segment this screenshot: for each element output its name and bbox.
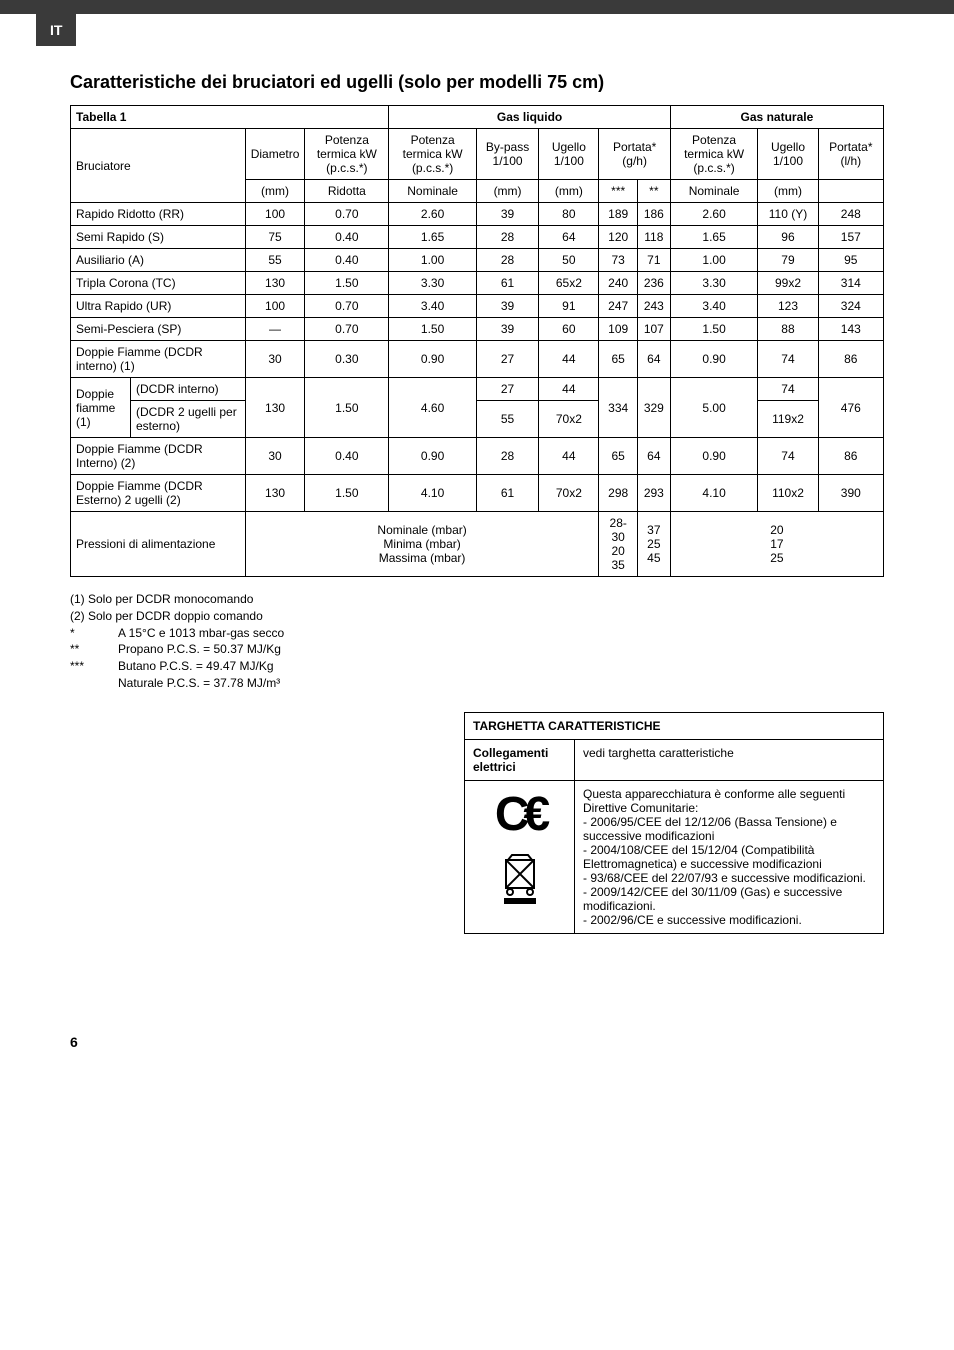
info-box: TARGHETTA CARATTERISTICHE Collegamenti e… bbox=[464, 712, 884, 934]
col-ugello-n-unit: (mm) bbox=[758, 180, 818, 203]
col-pt-rid: Potenza termica kW(p.c.s.*) bbox=[305, 129, 389, 180]
col-pt-nom-n: Potenza termica kW(p.c.s.*) bbox=[670, 129, 758, 180]
col-pt-nom-n2: Nominale bbox=[670, 180, 758, 203]
table-row: Semi Rapido (S) 750.401.6528641201181.65… bbox=[71, 226, 884, 249]
col-diametro: Diametro bbox=[245, 129, 305, 180]
col-portata-n: Portata* (l/h) bbox=[818, 129, 883, 180]
col-bypass-unit: (mm) bbox=[476, 180, 538, 203]
col-ugello-n: Ugello 1/100 bbox=[758, 129, 818, 180]
ce-mark-icon: C€ bbox=[473, 787, 566, 842]
table-row: Doppie Fiamme (DCDR Interno) (2) 300.400… bbox=[71, 438, 884, 475]
col-pt-nom: Potenza termica kW(p.c.s.*) bbox=[389, 129, 477, 180]
compliance-icons: C€ bbox=[465, 780, 575, 933]
note-2: (2) Solo per DCDR doppio comando bbox=[70, 608, 884, 625]
table-row: (DCDR 2 ugelli per esterno) 55 70x2 119x… bbox=[71, 401, 884, 438]
note-sym bbox=[70, 675, 118, 692]
info-header: TARGHETTA CARATTERISTICHE bbox=[465, 712, 884, 739]
col-diametro-unit: (mm) bbox=[245, 180, 305, 203]
table-row: Doppie fiamme (1) (DCDR interno) 130 1.5… bbox=[71, 378, 884, 401]
table-row: Ausiliario (A) 550.401.00285073711.00799… bbox=[71, 249, 884, 272]
gas-naturale-header: Gas naturale bbox=[670, 106, 883, 129]
col-pt-nom2: Nominale bbox=[389, 180, 477, 203]
note-sym: ** bbox=[70, 641, 118, 658]
col-ugello-l: Ugello 1/100 bbox=[539, 129, 599, 180]
table-row: Rapido Ridotto (RR) 1000.702.60398018918… bbox=[71, 203, 884, 226]
note-1: (1) Solo per DCDR monocomando bbox=[70, 591, 884, 608]
info-row1-label: Collegamenti elettrici bbox=[465, 739, 575, 780]
table-label: Tabella 1 bbox=[71, 106, 389, 129]
gas-liquido-header: Gas liquido bbox=[389, 106, 670, 129]
note-text: Naturale P.C.S. = 37.78 MJ/m³ bbox=[118, 675, 280, 692]
pressure-row: Pressioni di alimentazione Nominale (mba… bbox=[71, 512, 884, 577]
page-number: 6 bbox=[70, 1034, 884, 1050]
lang-tab: IT bbox=[36, 14, 76, 46]
table-row: Semi-Pesciera (SP) —0.701.5039601091071.… bbox=[71, 318, 884, 341]
note-text: Propano P.C.S. = 50.37 MJ/Kg bbox=[118, 641, 281, 658]
note-sym: * bbox=[70, 625, 118, 642]
col-bypass: By-pass 1/100 bbox=[476, 129, 538, 180]
col-portata-s2: ** bbox=[637, 180, 670, 203]
note-text: Butano P.C.S. = 49.47 MJ/Kg bbox=[118, 658, 274, 675]
col-portata-n-blank bbox=[818, 180, 883, 203]
weee-icon bbox=[498, 852, 542, 906]
col-ugello-l-unit: (mm) bbox=[539, 180, 599, 203]
compliance-text: Questa apparecchiatura è conforme alle s… bbox=[575, 780, 884, 933]
col-portata-s1: *** bbox=[599, 180, 637, 203]
burner-table: Tabella 1 Gas liquido Gas naturale Bruci… bbox=[70, 105, 884, 577]
table-row: Tripla Corona (TC) 1301.503.306165x22402… bbox=[71, 272, 884, 295]
col-bruciatore: Bruciatore bbox=[71, 129, 246, 203]
info-row1-value: vedi targhetta caratteristiche bbox=[575, 739, 884, 780]
table-row: Ultra Rapido (UR) 1000.703.4039912472433… bbox=[71, 295, 884, 318]
page-content: Caratteristiche dei bruciatori ed ugelli… bbox=[0, 46, 954, 1080]
top-bar bbox=[0, 0, 954, 14]
col-pt-rid2: Ridotta bbox=[305, 180, 389, 203]
table-row: Doppie Fiamme (DCDR Esterno) 2 ugelli (2… bbox=[71, 475, 884, 512]
section-title: Caratteristiche dei bruciatori ed ugelli… bbox=[70, 72, 884, 93]
note-text: A 15°C e 1013 mbar-gas secco bbox=[118, 625, 284, 642]
table-row: Doppie Fiamme (DCDR interno) (1) 300.300… bbox=[71, 341, 884, 378]
notes: (1) Solo per DCDR monocomando (2) Solo p… bbox=[70, 591, 884, 692]
col-portata-l: Portata* (g/h) bbox=[599, 129, 670, 180]
note-sym: *** bbox=[70, 658, 118, 675]
